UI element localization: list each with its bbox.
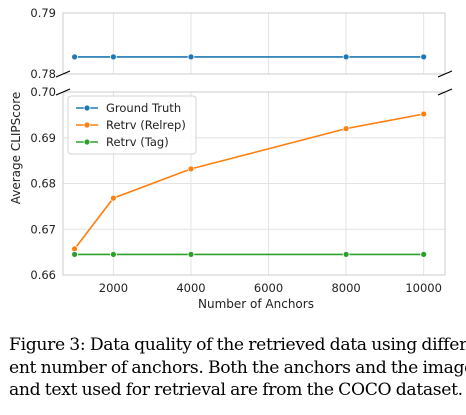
legend-swatch-marker [83, 104, 91, 112]
data-point [71, 250, 78, 258]
caption-line: ent number of anchors. Both the anchors … [9, 357, 466, 378]
x-tick-label: 6000 [254, 281, 283, 295]
legend-label: Retrv (Relrep) [106, 118, 186, 132]
data-point [342, 250, 350, 258]
x-ticks: 2000 4000 6000 8000 10000 [99, 281, 442, 295]
data-point [110, 250, 117, 258]
bottom-y-ticks: 0.70 0.69 0.68 0.67 0.66 [30, 85, 56, 282]
legend-swatch-marker [83, 138, 91, 146]
caption-line: and text used for retrieval are from the… [9, 380, 463, 400]
legend-box [67, 95, 197, 155]
top-y-ticks: 0.79 0.78 [30, 6, 56, 81]
data-point [187, 250, 195, 258]
top-panel: 0.79 0.78 [30, 6, 446, 81]
x-tick-label: 2000 [99, 281, 128, 295]
data-point [71, 53, 78, 61]
legend: Ground Truth Retrv (Relrep) Retrv (Tag) [67, 95, 197, 155]
data-point [187, 165, 195, 173]
y-tick-label: 0.67 [30, 222, 56, 236]
legend-label: Ground Truth [106, 101, 181, 115]
x-tick-label: 8000 [331, 281, 360, 295]
break-mark [437, 88, 453, 96]
y-tick-label: 0.79 [30, 6, 56, 20]
data-point [342, 125, 350, 133]
y-tick-label: 0.68 [30, 177, 56, 191]
data-point [342, 53, 350, 61]
break-mark [55, 88, 71, 96]
axis-break-marks [55, 70, 453, 96]
bottom-series [71, 110, 428, 258]
y-axis-label: Average CLIPScore [9, 92, 23, 205]
data-point [110, 53, 117, 61]
y-tick-label: 0.66 [30, 268, 56, 282]
x-tick-label: 10000 [405, 281, 442, 295]
break-mark [55, 70, 71, 78]
legend-swatch-marker [83, 121, 91, 129]
y-tick-label: 0.70 [30, 85, 56, 99]
top-grid [63, 12, 445, 75]
data-point [420, 250, 428, 258]
caption-line: Figure 3: Data quality of the retrieved … [9, 335, 466, 355]
top-series [71, 53, 428, 61]
break-mark [437, 70, 453, 78]
data-point [420, 53, 428, 61]
data-point [110, 194, 117, 202]
data-point [420, 110, 428, 118]
x-axis-label: Number of Anchors [198, 297, 314, 311]
top-panel-frame [62, 12, 446, 75]
y-tick-label: 0.78 [30, 67, 56, 81]
data-point [187, 53, 195, 61]
y-tick-label: 0.69 [30, 131, 56, 145]
x-tick-label: 4000 [176, 281, 205, 295]
legend-label: Retrv (Tag) [106, 135, 169, 149]
figure-caption: Figure 3: Data quality of the retrieved … [9, 334, 466, 402]
bottom-panel-frame [62, 91, 446, 276]
